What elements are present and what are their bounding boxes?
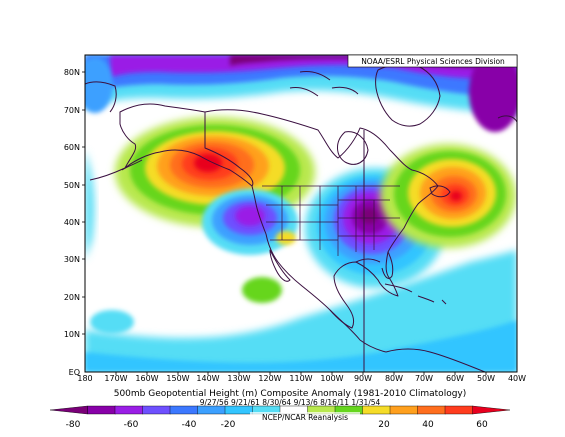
lat-label: EQ — [69, 368, 80, 377]
lat-label: 10N — [64, 330, 80, 339]
lon-label: 70W — [415, 374, 433, 383]
credit-box — [347, 54, 518, 68]
colorbar-tick: -40 — [182, 420, 197, 430]
colorbar-tick: -20 — [221, 420, 236, 430]
lon-label: 120W — [258, 374, 281, 383]
lat-label: 70N — [64, 106, 80, 115]
colorbar-tick: 20 — [378, 420, 390, 430]
colorbar-swatch — [417, 405, 446, 415]
triangle-arrow-icon — [472, 405, 511, 415]
lon-label: 60W — [446, 374, 464, 383]
lat-label: 30N — [64, 255, 80, 264]
lon-label: 90W — [354, 374, 372, 383]
colorbar-tick: -60 — [124, 420, 139, 430]
lon-label: 180 — [77, 374, 92, 383]
lat-label: 80N — [64, 68, 80, 77]
state-boundaries — [262, 185, 400, 256]
lat-label: 60N — [64, 143, 80, 152]
colorbar-swatch — [142, 405, 171, 415]
colorbar-ticks: -80 -60 -40 -20 20 40 60 — [66, 420, 488, 430]
lon-label: 110W — [289, 374, 312, 383]
colorbar-tick: -80 — [66, 420, 81, 430]
colorbar-swatch — [444, 405, 474, 415]
lat-label: 20N — [64, 293, 80, 302]
lon-label: 170W — [104, 374, 127, 383]
map-dates: 9/27/56 9/21/61 8/30/64 9/13/6 8/16/11 1… — [200, 398, 381, 407]
lat-labels: 80N 70N 60N 50N 40N 30N 20N 10N EQ — [64, 68, 80, 377]
lon-label: 140W — [196, 374, 219, 383]
map-title: 500mb Geopotential Height (m) Composite … — [114, 389, 467, 399]
lon-label: 40W — [508, 374, 526, 383]
colorbar-swatch — [114, 405, 144, 415]
lon-label: 50W — [477, 374, 495, 383]
colorbar-swatch — [362, 405, 391, 415]
triangle-arrow-icon — [49, 405, 88, 415]
colorbar-swatch — [224, 405, 254, 415]
colorbar-swatch — [197, 405, 226, 415]
lon-label: 150W — [166, 374, 189, 383]
colorbar — [49, 405, 511, 415]
lon-label: 160W — [135, 374, 158, 383]
lon-label: 100W — [320, 374, 343, 383]
lon-label: 80W — [385, 374, 403, 383]
lon-labels: 180 170W 160W 150W 140W 130W 120W 110W 1… — [77, 374, 526, 383]
colorbar-tick: 60 — [476, 420, 488, 430]
colorbar-tick: 40 — [422, 420, 434, 430]
coastlines — [85, 63, 517, 372]
colorbar-swatch — [87, 405, 116, 415]
anomaly-field — [85, 55, 517, 372]
lat-label: 50N — [64, 181, 80, 190]
lat-label: 40N — [64, 218, 80, 227]
source-text: NCEP/NCAR Reanalysis — [262, 413, 348, 422]
lon-label: 130W — [227, 374, 250, 383]
colorbar-swatch — [169, 405, 199, 415]
colorbar-swatch — [389, 405, 419, 415]
credit-text: NOAA/ESRL Physical Sciences Division — [361, 57, 505, 66]
